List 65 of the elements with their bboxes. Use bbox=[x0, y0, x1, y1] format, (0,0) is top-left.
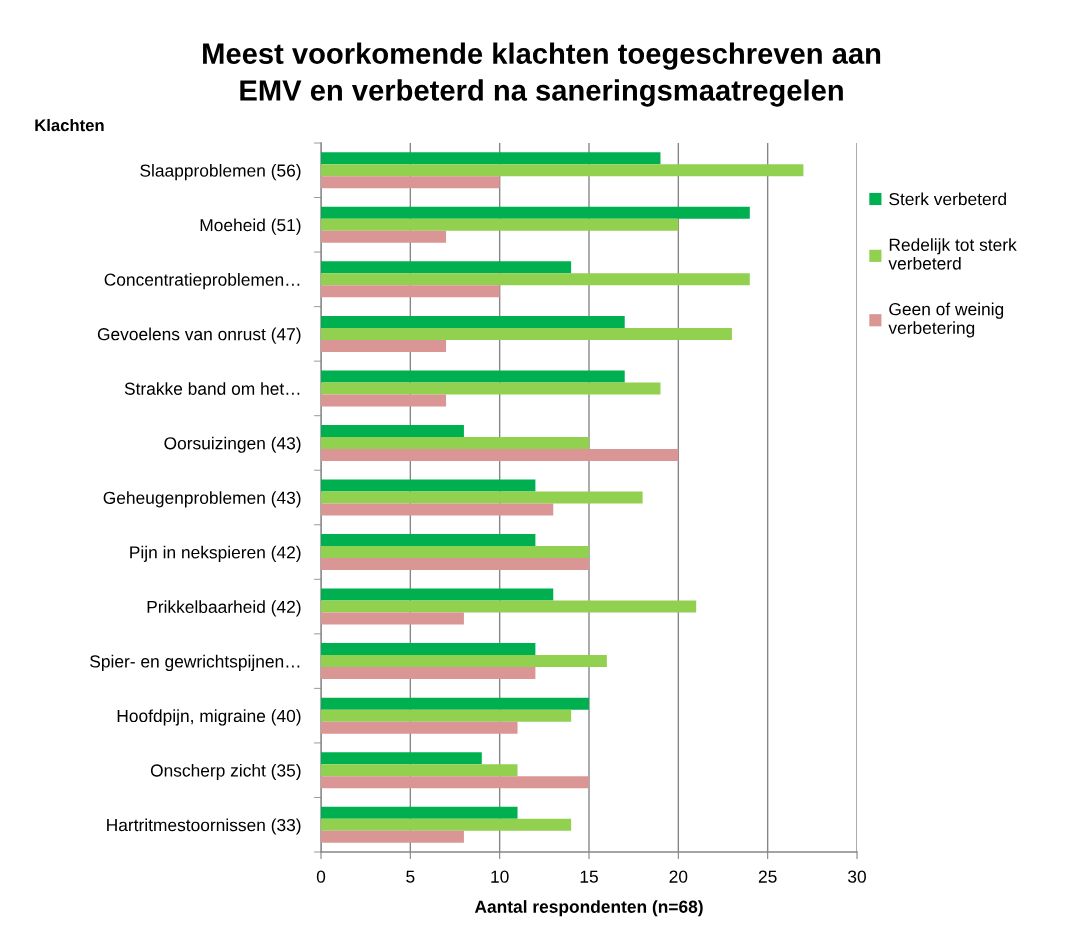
bar bbox=[321, 503, 554, 516]
bar bbox=[321, 327, 732, 340]
bar bbox=[321, 436, 589, 449]
bar bbox=[321, 152, 661, 165]
bar bbox=[321, 655, 607, 668]
bar bbox=[321, 230, 447, 243]
bar bbox=[321, 370, 625, 383]
y-tick-label: Prikkelbaarheid (42) bbox=[147, 600, 301, 617]
bar bbox=[321, 206, 750, 219]
bar bbox=[321, 776, 589, 789]
bar bbox=[321, 424, 464, 437]
bar bbox=[321, 588, 554, 601]
y-tick-label: Hoofdpijn, migraine (40) bbox=[117, 709, 301, 726]
bar bbox=[321, 600, 697, 613]
x-tick-label: 20 bbox=[669, 870, 688, 883]
bar bbox=[321, 285, 500, 298]
y-tick-label: Gevoelens van onrust (47) bbox=[97, 327, 301, 344]
y-tick-label: Concentratieproblemen… bbox=[104, 273, 300, 290]
bar bbox=[321, 394, 447, 407]
bar bbox=[321, 339, 447, 352]
bar bbox=[321, 697, 589, 710]
bar bbox=[321, 806, 518, 819]
x-axis-title: Aantal respondenten (n=68) bbox=[474, 900, 703, 917]
y-tick-label: Oorsuizingen (43) bbox=[164, 436, 301, 453]
bar bbox=[321, 382, 661, 395]
bar bbox=[321, 546, 589, 559]
bar bbox=[321, 491, 643, 504]
bar bbox=[321, 764, 518, 777]
x-tick-label: 15 bbox=[580, 870, 598, 883]
bar bbox=[321, 709, 572, 722]
bar bbox=[321, 273, 750, 286]
bar bbox=[321, 176, 500, 189]
bar bbox=[321, 667, 536, 680]
x-tick-label: 10 bbox=[491, 870, 509, 883]
y-tick-label: Onscherp zicht (35) bbox=[150, 763, 301, 781]
x-tick-label: 0 bbox=[316, 870, 326, 883]
y-tick-label: Moeheid (51) bbox=[200, 218, 301, 235]
chart-title: Meest voorkomende klachten toegeschreven aan EMV en verbeterd na saneringsmaatregelen bbox=[203, 42, 881, 107]
y-tick-label: Pijn in nekspieren (42) bbox=[130, 545, 301, 562]
y-tick-label: Spier- en gewrichtspijnen… bbox=[90, 654, 300, 672]
bar bbox=[321, 261, 572, 274]
bar bbox=[321, 218, 679, 231]
y-tick-label: Slaapproblemen (56) bbox=[140, 163, 301, 181]
legend-label: Geen of weinig verbetering bbox=[888, 302, 1004, 338]
x-tick-label: 30 bbox=[848, 870, 866, 883]
bar bbox=[321, 448, 679, 461]
bar bbox=[321, 830, 464, 843]
bar bbox=[321, 558, 589, 571]
y-tick-label: Geheugenproblemen (43) bbox=[103, 491, 301, 508]
legend-label: Redelijk tot sterk verbeterd bbox=[888, 238, 1017, 270]
y-tick-label: Hartritmestoornissen (33) bbox=[107, 818, 301, 835]
bar bbox=[321, 164, 804, 177]
bar bbox=[321, 643, 536, 656]
bar bbox=[321, 315, 625, 328]
bar bbox=[321, 752, 482, 765]
y-axis-title: Klachten bbox=[35, 118, 104, 132]
legend-label: Sterk verbeterd bbox=[889, 192, 1006, 206]
bar bbox=[321, 534, 536, 547]
bar bbox=[321, 721, 518, 734]
bar bbox=[321, 612, 464, 625]
bar bbox=[321, 479, 536, 492]
y-tick-label: Strakke band om het… bbox=[124, 382, 300, 395]
bar bbox=[321, 818, 572, 831]
x-tick-label: 5 bbox=[406, 870, 415, 883]
x-tick-label: 25 bbox=[758, 870, 777, 883]
